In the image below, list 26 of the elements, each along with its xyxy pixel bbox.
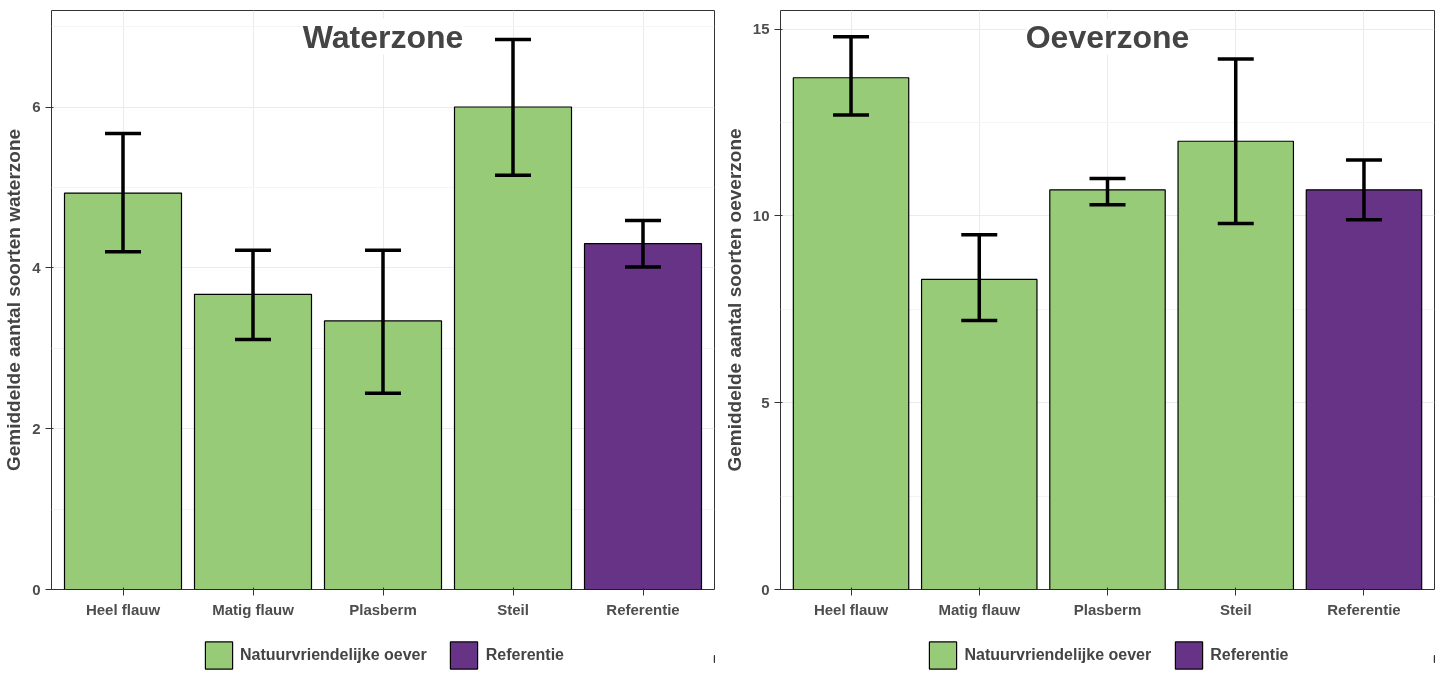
chart-title: Oeverzone (1025, 18, 1190, 55)
x-tick-label: Matig flauw (938, 600, 1021, 618)
legend-label: Natuurvriendelijke oever (240, 646, 427, 664)
y-tick-label: 0 (761, 580, 770, 598)
legend-label: Referentie (485, 646, 564, 664)
x-tick-label: Referentie (1327, 600, 1401, 618)
x-tick-label: Steil (1219, 600, 1252, 618)
y-tick-label: 2 (32, 419, 41, 437)
x-tick-label: Matig flauw (212, 600, 295, 618)
x-tick-label: Plasberm (349, 600, 417, 618)
legend-label: Natuurvriendelijke oever (964, 646, 1152, 664)
y-tick-label: 4 (32, 258, 42, 276)
y-tick-label: 5 (761, 393, 770, 411)
x-tick-label: Heel flauw (813, 600, 889, 618)
y-axis-title: Gemiddelde aantal soorten waterzone (3, 128, 25, 472)
x-tick-label: Plasberm (1073, 600, 1142, 618)
y-tick-label: 0 (32, 580, 41, 598)
y-axis-title: Gemiddelde aantal soorten oeverzone (723, 128, 745, 472)
x-tick-label: Steil (497, 600, 529, 618)
chart-title: Waterzone (302, 18, 464, 55)
y-tick-label: 10 (752, 206, 770, 224)
y-tick-label: 15 (752, 20, 770, 38)
legend-label: Referentie (1210, 646, 1289, 664)
x-tick-label: Heel flauw (85, 600, 161, 618)
y-tick-label: 6 (32, 98, 41, 115)
x-tick-label: Referentie (606, 600, 680, 618)
